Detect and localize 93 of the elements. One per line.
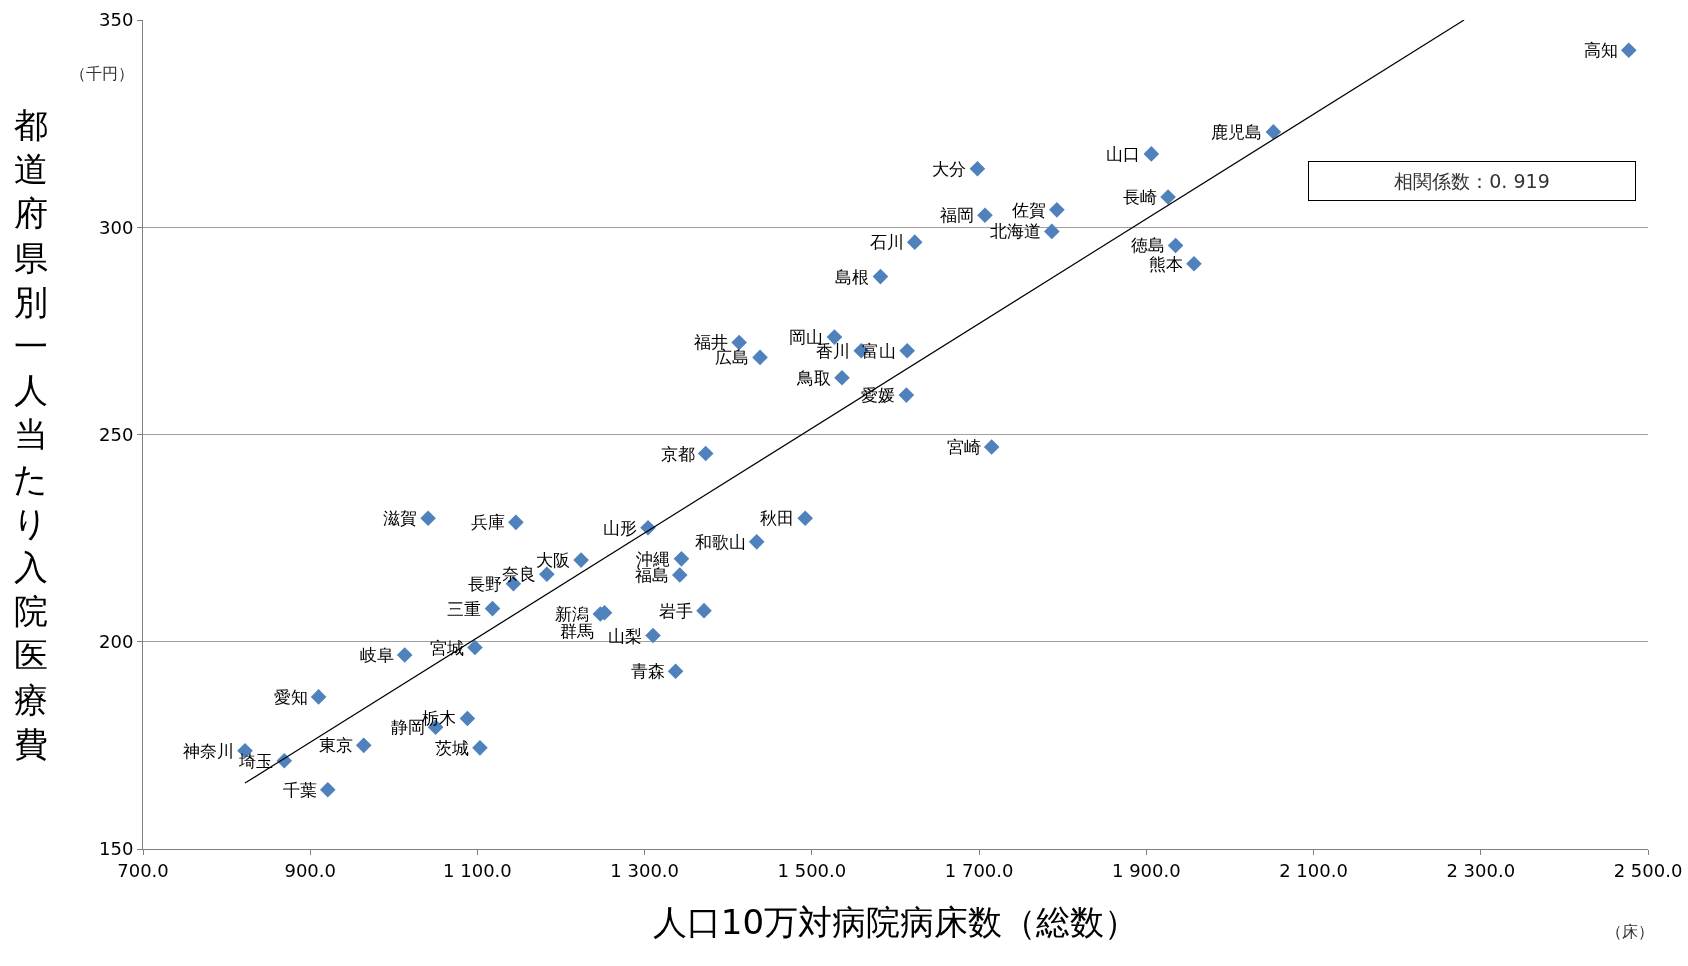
annotation: 石川 (870, 232, 904, 252)
annotation: 山口 (1106, 144, 1140, 164)
annotation: 京都 (661, 444, 695, 464)
y-tick-label: 250 (99, 423, 134, 445)
annotation: 徳島 (1131, 235, 1165, 255)
annotation: 埼玉 (238, 751, 273, 771)
annotation: 相関係数：0. 919 (1394, 170, 1550, 192)
point (667, 663, 684, 679)
point (1049, 202, 1065, 218)
y-tick-label: 300 (99, 216, 134, 238)
point (1143, 146, 1160, 162)
annotation: 岩手 (659, 601, 693, 621)
point (671, 567, 688, 583)
point (797, 510, 813, 527)
point (1186, 255, 1202, 272)
point (898, 387, 915, 403)
point (573, 552, 589, 568)
annotation: 秋田 (760, 508, 794, 528)
text: 都道府県別一人当たり入院医療費 (13, 105, 48, 764)
annotation: 和歌山 (695, 532, 746, 552)
annotation: 青森 (631, 661, 665, 681)
annotation: 熊本 (1149, 254, 1183, 274)
x-tick-label: 1 900.0 (1111, 859, 1181, 881)
point (983, 439, 1000, 455)
point (355, 737, 372, 754)
point (645, 627, 661, 644)
point (467, 639, 483, 656)
y-tick-label: 150 (99, 838, 134, 860)
point (319, 781, 336, 798)
annotation: 岐阜 (360, 645, 394, 665)
point (459, 710, 476, 727)
annotation: 佐賀 (1012, 200, 1046, 220)
point (484, 600, 501, 617)
annotation: 神奈川 (183, 741, 234, 761)
annotation: 鹿児島 (1211, 122, 1262, 142)
point (472, 740, 488, 756)
x-tick-label: 2 100.0 (1279, 859, 1348, 881)
x-axis-title: 人口10万対病院病床数（総数） (652, 901, 1139, 942)
annotation: 千葉 (283, 780, 317, 800)
y-tick-label: 200 (99, 631, 134, 653)
x-tick-label: 900.0 (284, 859, 336, 881)
point (697, 445, 714, 462)
point (1044, 223, 1060, 240)
annotation: 群馬 (560, 621, 594, 641)
point (396, 647, 413, 663)
annotation: 大分 (932, 159, 966, 179)
x-tick-label: 2 500.0 (1613, 859, 1683, 881)
point (872, 268, 889, 285)
annotation: 東京 (319, 735, 353, 755)
point (969, 161, 986, 177)
x-tick-label: 1 300.0 (610, 859, 680, 881)
text: （床） (1606, 922, 1654, 941)
annotation: 鳥取 (796, 368, 831, 388)
annotation: 新潟 (555, 604, 589, 624)
annotation: 島根 (835, 267, 869, 287)
point (1160, 189, 1176, 205)
annotation: 長崎 (1123, 187, 1157, 207)
point (1167, 237, 1184, 254)
x-tick-label: 1 700.0 (944, 859, 1014, 881)
point (310, 689, 327, 705)
point (748, 534, 765, 550)
annotation: 長野 (468, 574, 502, 594)
point (1265, 124, 1282, 140)
annotation: 兵庫 (471, 512, 505, 532)
point (834, 369, 850, 386)
x-tick-label: 1 100.0 (443, 859, 512, 881)
annotation: 奈良 (502, 564, 536, 584)
point (899, 342, 916, 359)
annotation: 愛知 (274, 687, 308, 707)
annotation: 山形 (603, 518, 637, 538)
annotation: 福岡 (940, 205, 974, 225)
annotation: 三重 (447, 599, 481, 619)
point (673, 551, 690, 567)
annotation: 高知 (1584, 40, 1618, 60)
x-tick-label: 1 500.0 (777, 859, 847, 881)
annotation: 宮崎 (947, 437, 981, 457)
point (420, 510, 436, 527)
text: （千円） (70, 64, 134, 83)
point (977, 207, 993, 224)
point (906, 234, 923, 250)
annotation: 山梨 (608, 626, 642, 646)
point (1620, 42, 1637, 59)
y-tick-label: 350 (99, 9, 134, 31)
point (752, 349, 768, 366)
x-tick-label: 2 300.0 (1446, 859, 1516, 881)
annotation: 北海道 (990, 221, 1041, 241)
x-tick-label: 700.0 (117, 859, 169, 881)
point (508, 514, 524, 531)
point (696, 602, 712, 619)
annotation: 茨城 (435, 738, 469, 758)
annotation: 滋賀 (383, 508, 417, 528)
annotation: 広島 (715, 347, 749, 367)
annotation: 大阪 (536, 550, 570, 570)
